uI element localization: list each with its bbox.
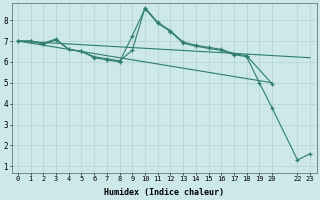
X-axis label: Humidex (Indice chaleur): Humidex (Indice chaleur) xyxy=(104,188,224,197)
